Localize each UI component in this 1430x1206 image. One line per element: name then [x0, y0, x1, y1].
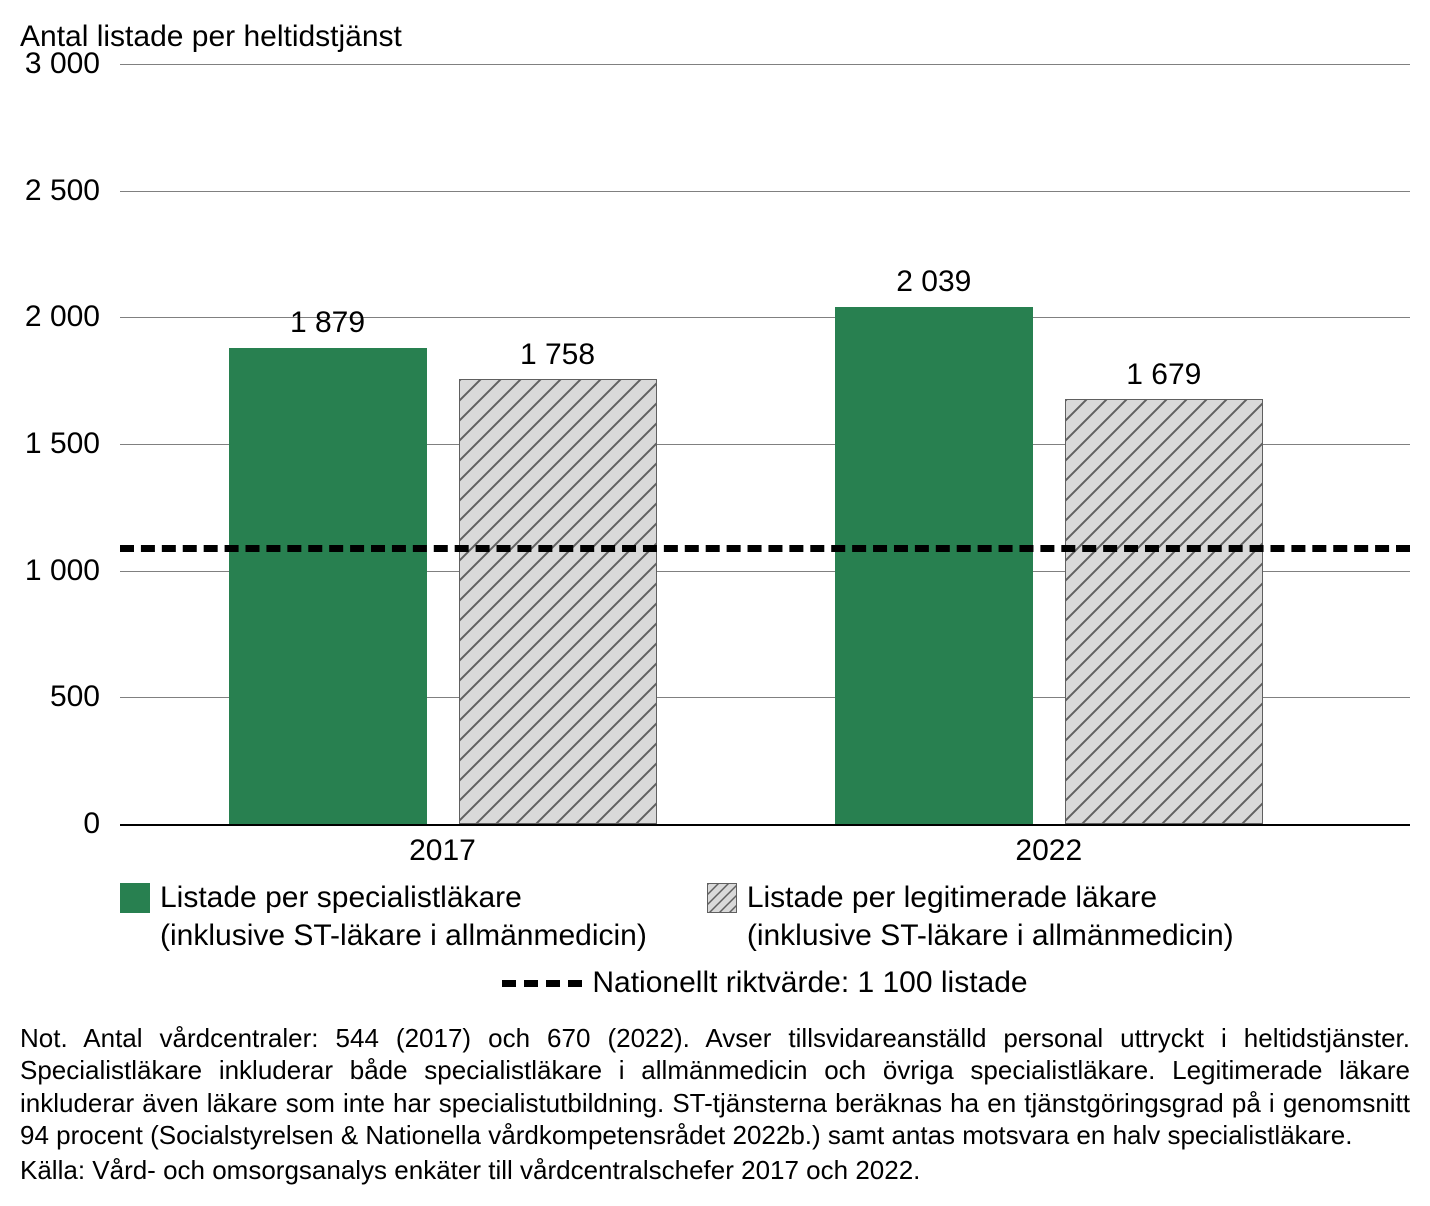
y-tick-label: 3 000	[25, 47, 100, 81]
plot-area: 05001 0001 5002 0002 5003 000 1 8791 758…	[120, 64, 1410, 824]
x-tick-label: 2017	[409, 834, 476, 868]
legend-text-specialist: Listade per specialistläkare (inklusive …	[160, 879, 647, 954]
chart-title: Antal listade per heltidstjänst	[20, 20, 1410, 54]
legend-item-specialist: Listade per specialistläkare (inklusive …	[120, 879, 647, 954]
legend-label: Listade per legitimerade läkare	[747, 881, 1157, 914]
legend: Listade per specialistläkare (inklusive …	[120, 879, 1410, 1002]
legend-item-refline: Nationellt riktvärde: 1 100 listade	[502, 964, 1027, 1002]
y-tick-label: 0	[83, 807, 100, 841]
legend-row-series: Listade per specialistläkare (inklusive …	[120, 879, 1410, 954]
bar-legitimerade-2017: 1 758	[459, 379, 657, 824]
y-tick-label: 1 500	[25, 427, 100, 461]
legend-label: Listade per specialistläkare	[160, 881, 522, 914]
y-tick-label: 1 000	[25, 554, 100, 588]
bar-specialist-2017: 1 879	[229, 348, 427, 824]
y-tick-label: 2 500	[25, 174, 100, 208]
bar-legitimerade-2022: 1 679	[1065, 399, 1263, 824]
legend-swatch-dash	[502, 968, 582, 998]
legend-item-legitimerade: Listade per legitimerade läkare (inklusi…	[707, 879, 1234, 954]
legend-sublabel: (inklusive ST-läkare i allmänmedicin)	[747, 919, 1234, 952]
legend-row-refline: Nationellt riktvärde: 1 100 listade	[120, 964, 1410, 1002]
chart-source: Källa: Vård- och omsorgsanalys enkäter t…	[20, 1154, 1410, 1187]
chart-notes: Not. Antal vårdcentraler: 544 (2017) och…	[20, 1022, 1410, 1152]
bar-value-label: 1 879	[290, 306, 365, 340]
legend-text-refline: Nationellt riktvärde: 1 100 listade	[592, 964, 1027, 1002]
y-tick-label: 500	[50, 680, 100, 714]
bars-layer: 1 8791 7582 0391 679	[120, 64, 1410, 824]
y-axis-labels: 05001 0001 5002 0002 5003 000	[20, 64, 110, 824]
chart-container: Antal listade per heltidstjänst 05001 00…	[20, 20, 1410, 1186]
legend-swatch-solid	[120, 883, 150, 913]
x-tick-label: 2022	[1015, 834, 1082, 868]
bar-value-label: 1 679	[1126, 358, 1201, 392]
y-tick-label: 2 000	[25, 300, 100, 334]
legend-sublabel: (inklusive ST-läkare i allmänmedicin)	[160, 919, 647, 952]
legend-swatch-hatched	[707, 883, 737, 913]
bar-value-label: 1 758	[520, 338, 595, 372]
bar-value-label: 2 039	[896, 265, 971, 299]
x-axis-labels: 2017 2022	[120, 824, 1410, 874]
bar-specialist-2022: 2 039	[835, 307, 1033, 824]
reference-line	[120, 545, 1410, 552]
legend-text-legitimerade: Listade per legitimerade läkare (inklusi…	[747, 879, 1234, 954]
